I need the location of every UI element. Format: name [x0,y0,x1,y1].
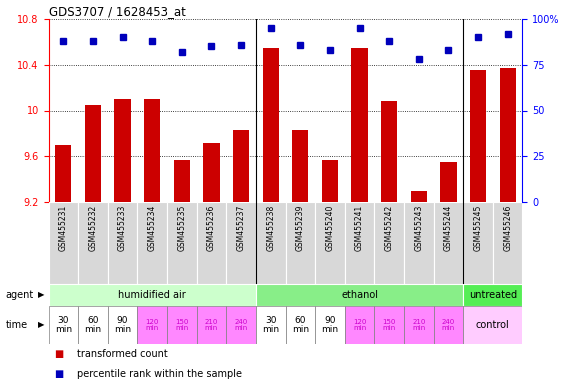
Bar [286,202,315,284]
Text: time: time [6,320,28,330]
Text: GSM455245: GSM455245 [473,204,482,251]
Text: 90
min: 90 min [321,316,339,334]
Text: 240
min: 240 min [235,319,248,331]
Text: 90
min: 90 min [114,316,131,334]
Text: GSM455240: GSM455240 [325,204,335,251]
Bar [500,68,516,202]
Bar [226,306,256,344]
Bar [493,202,522,284]
Text: 120
min: 120 min [353,319,366,331]
Bar [114,99,131,202]
Bar [411,190,427,202]
Text: GSM455244: GSM455244 [444,204,453,251]
Text: GSM455239: GSM455239 [296,204,305,251]
Text: 240
min: 240 min [442,319,455,331]
Bar [256,202,286,284]
Text: GSM455231: GSM455231 [59,204,68,251]
Bar [256,284,463,306]
Text: GSM455242: GSM455242 [385,204,393,251]
Text: ▶: ▶ [38,321,45,329]
Bar [315,202,345,284]
Text: 120
min: 120 min [146,319,159,331]
Bar [381,101,397,202]
Text: 30
min: 30 min [55,316,72,334]
Bar [463,306,522,344]
Bar [463,284,522,306]
Bar [433,306,463,344]
Bar [315,306,345,344]
Bar [256,306,286,344]
Bar [49,306,78,344]
Bar [286,306,315,344]
Text: transformed count: transformed count [77,349,168,359]
Text: control: control [476,320,510,330]
Text: GSM455238: GSM455238 [266,204,275,251]
Bar [351,48,368,202]
Bar [138,306,167,344]
Text: 60
min: 60 min [85,316,102,334]
Text: 210
min: 210 min [205,319,218,331]
Bar [78,306,108,344]
Bar [167,306,196,344]
Bar [167,202,196,284]
Bar [49,284,256,306]
Bar [470,71,486,202]
Text: GDS3707 / 1628453_at: GDS3707 / 1628453_at [49,5,186,18]
Bar [85,105,101,202]
Bar [375,202,404,284]
Text: GSM455233: GSM455233 [118,204,127,251]
Bar [375,306,404,344]
Text: agent: agent [6,290,34,300]
Text: 210
min: 210 min [412,319,425,331]
Bar [78,202,108,284]
Text: GSM455232: GSM455232 [89,204,98,251]
Bar [203,142,220,202]
Text: percentile rank within the sample: percentile rank within the sample [77,369,242,379]
Text: 60
min: 60 min [292,316,309,334]
Bar [144,99,160,202]
Bar [196,306,226,344]
Bar [226,202,256,284]
Bar [55,145,71,202]
Bar [440,162,457,202]
Text: GSM455234: GSM455234 [148,204,156,251]
Text: ■: ■ [54,369,63,379]
Text: GSM455236: GSM455236 [207,204,216,251]
Bar [404,202,433,284]
Bar [345,306,375,344]
Text: untreated: untreated [469,290,517,300]
Bar [196,202,226,284]
Bar [263,48,279,202]
Bar [108,306,138,344]
Text: 30
min: 30 min [262,316,279,334]
Bar [138,202,167,284]
Bar [292,130,308,202]
Text: GSM455241: GSM455241 [355,204,364,251]
Text: ethanol: ethanol [341,290,378,300]
Bar [433,202,463,284]
Bar [49,202,78,284]
Text: GSM455237: GSM455237 [236,204,246,251]
Bar [345,202,375,284]
Text: GSM455243: GSM455243 [415,204,423,251]
Bar [322,160,338,202]
Bar [463,202,493,284]
Bar [233,130,249,202]
Text: ■: ■ [54,349,63,359]
Text: GSM455235: GSM455235 [178,204,186,251]
Text: ▶: ▶ [38,291,45,300]
Bar [404,306,433,344]
Text: 150
min: 150 min [383,319,396,331]
Bar [174,160,190,202]
Text: humidified air: humidified air [118,290,186,300]
Text: 150
min: 150 min [175,319,188,331]
Text: GSM455246: GSM455246 [503,204,512,251]
Bar [108,202,138,284]
